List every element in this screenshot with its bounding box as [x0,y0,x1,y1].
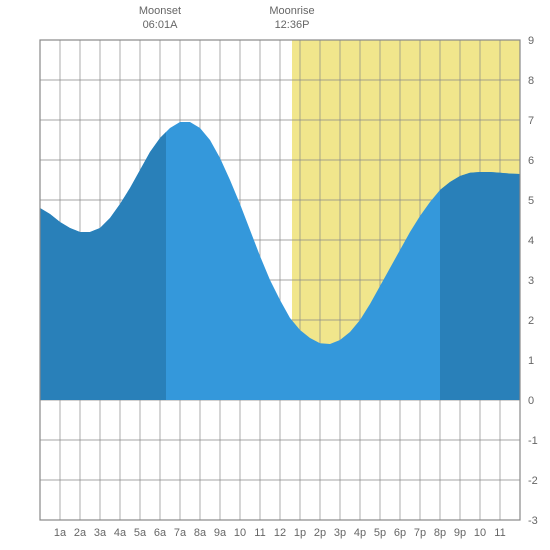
y-tick-label: 4 [528,235,534,247]
x-tick-label: 3a [94,527,107,539]
y-tick-label: -2 [528,475,538,487]
x-tick-label: 2p [314,527,326,539]
x-tick-label: 10 [234,527,246,539]
x-tick-label: 11 [254,527,265,539]
y-tick-label: 9 [528,35,534,47]
annotation-title: Moonset [139,5,181,17]
x-tick-label: 9a [214,527,227,539]
x-tick-label: 4a [114,527,127,539]
y-tick-label: 0 [528,395,534,407]
y-tick-label: 5 [528,195,534,207]
y-tick-label: 7 [528,115,534,127]
y-tick-label: 8 [528,75,534,87]
night-band-1 [440,172,520,400]
x-tick-label: 2a [74,527,87,539]
annotation-title: Moonrise [269,5,314,17]
x-tick-label: 3p [334,527,346,539]
tide-chart: -3-2-101234567891a2a3a4a5a6a7a8a9a101112… [0,0,550,550]
x-tick-label: 11 [494,527,505,539]
x-tick-label: 9p [454,527,466,539]
x-tick-label: 1p [294,527,306,539]
x-tick-label: 6a [154,527,167,539]
annotation-time: 06:01A [143,19,179,31]
x-tick-label: 8a [194,527,207,539]
x-tick-label: 6p [394,527,406,539]
x-tick-label: 8p [434,527,446,539]
y-tick-label: -3 [528,515,538,527]
x-tick-label: 12 [274,527,286,539]
x-tick-label: 1a [54,527,67,539]
x-tick-label: 7p [414,527,426,539]
x-tick-label: 5a [134,527,147,539]
x-tick-label: 7a [174,527,187,539]
annotation-time: 12:36P [275,19,310,31]
y-tick-label: -1 [528,435,538,447]
x-tick-label: 4p [354,527,366,539]
y-tick-label: 6 [528,155,534,167]
y-tick-label: 2 [528,315,534,327]
y-tick-label: 1 [528,355,534,367]
x-tick-label: 5p [374,527,386,539]
y-tick-label: 3 [528,275,534,287]
chart-svg: -3-2-101234567891a2a3a4a5a6a7a8a9a101112… [0,0,550,550]
x-tick-label: 10 [474,527,486,539]
